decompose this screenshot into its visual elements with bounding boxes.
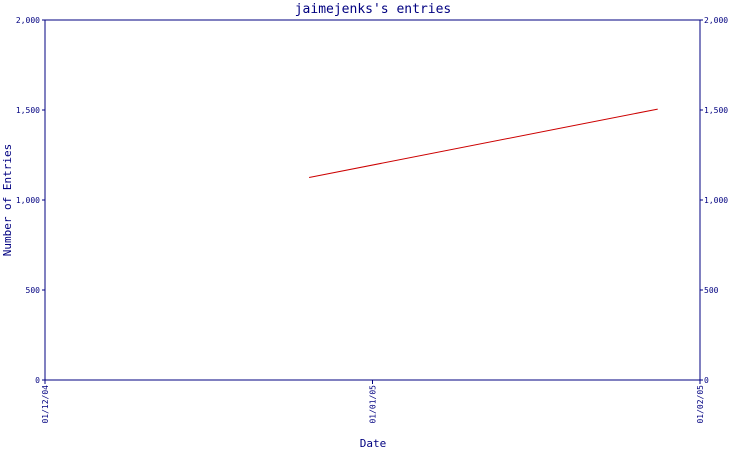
- plot-frame: [44, 19, 701, 381]
- chart-title: jaimejenks's entries: [295, 2, 452, 17]
- y-tick-label-right: 1,500: [704, 106, 728, 115]
- y-tick-label-left: 1,500: [16, 106, 40, 115]
- y-axis-title: Number of Entries: [1, 144, 14, 257]
- x-axis: 01/12/04 01/01/05 01/02/05: [41, 380, 705, 424]
- y-tick-label-left: 500: [26, 286, 41, 295]
- x-axis-title: Date: [360, 437, 387, 450]
- y-tick-label-right: 500: [704, 286, 719, 295]
- x-tick-label: 01/12/04: [41, 385, 50, 424]
- y-axis-left: 0 500 1,000 1,500 2,000: [16, 16, 45, 385]
- y-tick-label-right: 0: [704, 376, 709, 385]
- series-line: [309, 108, 658, 178]
- series-layer: [309, 108, 658, 178]
- x-tick-label: 01/01/05: [369, 385, 378, 424]
- y-tick-label-left: 0: [35, 376, 40, 385]
- x-tick-label: 01/02/05: [696, 385, 705, 424]
- y-tick-label-right: 1,000: [704, 196, 728, 205]
- y-tick-label-right: 2,000: [704, 16, 728, 25]
- y-axis-right: 0 500 1,000 1,500 2,000: [700, 16, 728, 385]
- y-tick-label-left: 1,000: [16, 196, 40, 205]
- y-tick-label-left: 2,000: [16, 16, 40, 25]
